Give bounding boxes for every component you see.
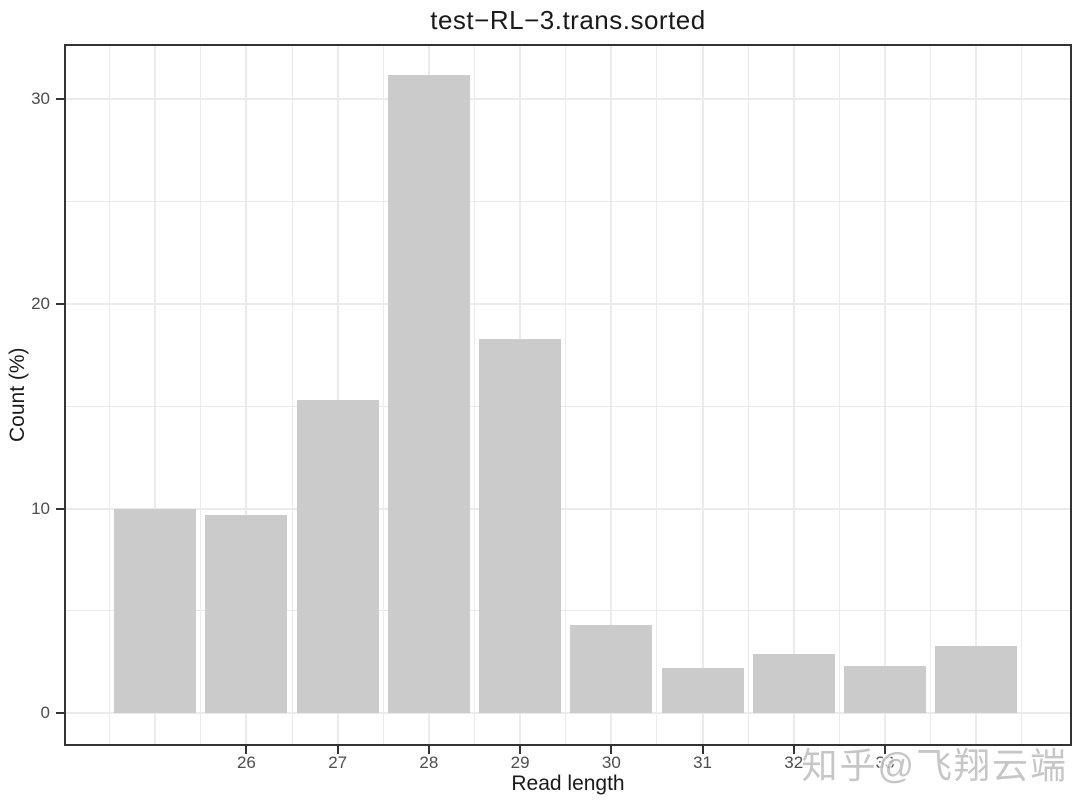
y-tick-mark [56,98,64,101]
x-minor-gridline [382,44,384,746]
y-tick-mark [56,302,64,305]
x-tick-label: 26 [236,753,256,772]
x-major-gridline [792,44,795,746]
x-tick-mark [792,746,795,754]
x-tick-label: 27 [328,753,348,772]
x-major-gridline [154,44,157,746]
y-minor-gridline [64,201,1072,203]
x-minor-gridline [1021,44,1023,746]
y-tick-label: 0 [40,703,50,723]
bar [296,400,379,714]
bar [479,338,562,714]
x-tick-mark [610,746,613,754]
x-major-gridline [883,44,886,746]
plot-panel [64,44,1072,746]
y-minor-gridline [64,610,1072,612]
x-minor-gridline [838,44,840,746]
x-tick-mark [427,746,430,754]
x-tick-label: 32 [784,753,804,772]
y-axis-title: Count (%) [6,347,29,443]
x-minor-gridline [109,44,111,746]
y-tick-mark [56,507,64,510]
y-tick-label: 20 [31,293,50,313]
x-major-gridline [701,44,704,746]
y-tick-label: 10 [31,498,50,518]
bar [387,74,470,714]
x-tick-label: 33 [875,753,895,772]
y-major-gridline [64,98,1072,101]
bar [570,625,653,714]
x-tick-mark [336,746,339,754]
x-tick-mark [883,746,886,754]
x-minor-gridline [565,44,567,746]
x-tick-label: 28 [419,753,439,772]
x-tick-label: 31 [693,753,712,772]
y-major-gridline [64,507,1072,510]
x-tick-mark [519,746,522,754]
bar [205,514,288,714]
chart-title: test−RL−3.trans.sorted [430,5,706,35]
x-minor-gridline [200,44,202,746]
x-major-gridline [975,44,978,746]
x-major-gridline [336,44,339,746]
x-minor-gridline [656,44,658,746]
y-major-gridline [64,712,1072,715]
watermark: 知乎@飞翔云端 [801,745,1068,786]
bar [843,666,927,714]
bar [114,508,197,714]
bar [752,653,835,714]
bar [935,645,1018,714]
y-tick-label: 30 [31,89,50,109]
y-tick-mark [56,712,64,715]
x-tick-label: 30 [601,753,621,772]
x-minor-gridline [747,44,749,746]
x-tick-mark [701,746,704,754]
bar [661,668,744,714]
x-tick-label: 29 [510,753,530,772]
x-major-gridline [610,44,613,746]
y-major-gridline [64,302,1072,305]
x-tick-mark [245,746,248,754]
x-minor-gridline [291,44,293,746]
x-major-gridline [245,44,248,746]
x-minor-gridline [473,44,475,746]
x-axis-title: Read length [511,772,625,795]
x-minor-gridline [930,44,932,746]
y-minor-gridline [64,405,1072,407]
